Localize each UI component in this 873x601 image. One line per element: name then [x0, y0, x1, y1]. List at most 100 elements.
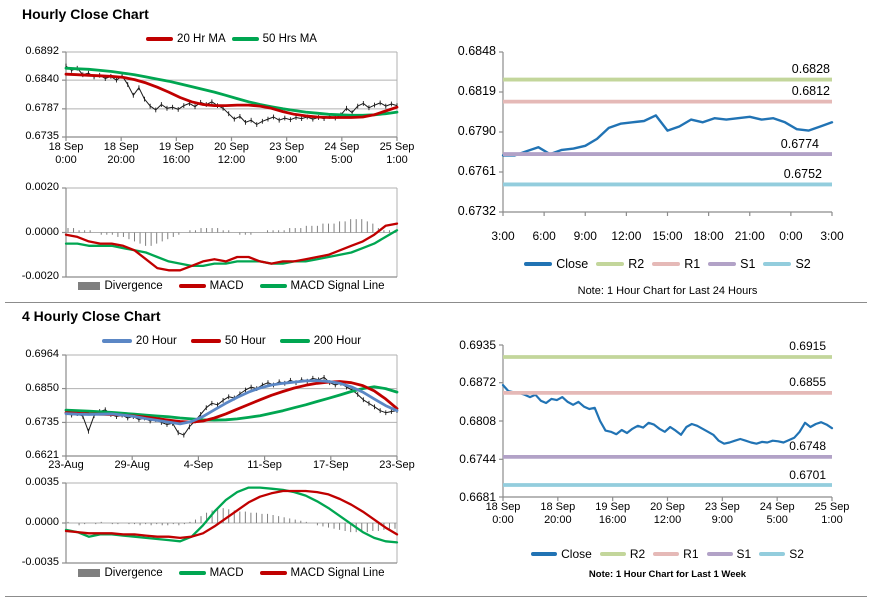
hourly_macd-legend-item-macd-signal-line: MACD Signal Line [259, 280, 385, 292]
legend-label: S2 [795, 257, 811, 271]
hourly_pivot-legend: Close R2 R1 S1 S2 [491, 257, 844, 271]
hourly_pivot-x-tick-label: 3:00 [491, 229, 515, 243]
four_price-legend-item-50-hour: 50 Hour [190, 335, 266, 347]
legend-label: Close [556, 257, 589, 271]
legend-label: 50 Hrs MA [262, 33, 317, 45]
legend-label: MACD Signal Line [290, 280, 385, 292]
legend-label: Divergence [104, 567, 163, 579]
line-swatch-icon [146, 37, 174, 41]
weekly_pivot-x-tick-label: 24 Sep 5:00 [759, 501, 795, 526]
section-divider [5, 302, 867, 303]
hourly_pivot-legend-item-r1: R1 [652, 257, 700, 271]
line-swatch-icon [708, 262, 737, 266]
hourly_pivot-level-label-s1: 0.6774 [780, 136, 819, 151]
four_price-y-tick-label: 0.6964 [25, 348, 59, 361]
line-swatch-icon [599, 552, 626, 556]
four_macd-y-tick-label: 0.0035 [25, 476, 59, 489]
legend-label: 20 Hr MA [177, 33, 226, 45]
hourly_price-legend-item-20-hr-ma: 20 Hr MA [146, 33, 226, 45]
hourly_pivot-y-tick-label: 0.6848 [457, 44, 496, 59]
line-swatch-icon [178, 284, 206, 288]
four_price-x-tick-label: 4-Sep [183, 459, 214, 471]
hourly_macd-legend-item-macd: MACD [178, 280, 244, 292]
hourly_pivot-x-tick-label: 15:00 [652, 229, 683, 243]
page-bottom-divider [5, 596, 867, 597]
four_macd-series-macd [64, 486, 399, 544]
hourly_pivot-y-tick-label: 0.6790 [457, 124, 496, 139]
four_macd-legend-item-macd: MACD [178, 567, 244, 579]
weekly_pivot-legend-item-r2: R2 [599, 547, 646, 561]
weekly_pivot-level-label-r2: 0.6915 [789, 339, 826, 354]
hourly_pivot-x-tick-label: 0:00 [779, 229, 803, 243]
hourly_pivot-y-tick-label: 0.6819 [457, 84, 496, 99]
hourly_price-x-tick-label: 19 Sep 16:00 [158, 141, 194, 166]
weekly_pivot-note: Note: 1 Hour Chart for Last 1 Week [588, 569, 747, 580]
four_price-legend: 20 Hour 50 Hour 200 Hour [54, 335, 409, 347]
line-swatch-icon [259, 571, 287, 575]
hourly_price-x-tick-label: 25 Sep 1:00 [379, 141, 415, 166]
hourly_macd-series-macd [64, 222, 399, 272]
four_price-x-tick-label: 17-Sep [313, 459, 349, 471]
hourly_pivot-x-tick-label: 18:00 [693, 229, 724, 243]
line-swatch-icon [706, 552, 733, 556]
legend-label: MACD [209, 567, 244, 579]
legend-label: Divergence [104, 280, 163, 292]
weekly_pivot-y-tick-label: 0.6744 [459, 451, 496, 466]
weekly_pivot-x-tick-label: 18 Sep 0:00 [485, 501, 521, 526]
hourly_price-x-tick-label: 18 Sep 20:00 [103, 141, 139, 166]
weekly_pivot-x-tick-label: 20 Sep 12:00 [650, 501, 685, 526]
line-swatch-icon [101, 339, 132, 343]
four_price-x-tick-label: 29-Aug [114, 459, 150, 471]
weekly_pivot-legend: Close R2 R1 S1 S2 [491, 547, 844, 561]
line-swatch-icon [763, 262, 792, 266]
hourly_price-y-tick-label: 0.6892 [25, 45, 59, 58]
four_macd-legend-item-macd-signal-line: MACD Signal Line [259, 567, 385, 579]
hourly_macd-legend-item-divergence: Divergence [78, 280, 163, 292]
four_macd-legend-item-divergence: Divergence [78, 567, 163, 579]
line-swatch-icon [596, 262, 625, 266]
weekly_pivot-x-tick-label: 18 Sep 20:00 [540, 501, 576, 526]
hourly_price-y-tick-label: 0.6840 [25, 73, 59, 86]
hourly_price-x-tick-label: 20 Sep 12:00 [214, 141, 249, 166]
hourly_pivot-x-tick-label: 9:00 [573, 229, 597, 243]
four_macd-legend: Divergence MACD MACD Signal Line [54, 567, 409, 579]
hourly_pivot-note: Note: 1 Hour Chart for Last 24 Hours [577, 285, 758, 297]
hourly_price-y-tick-label: 0.6735 [25, 130, 59, 143]
divergence-bar-swatch-icon [78, 282, 101, 290]
hourly_price-x-tick-label: 24 Sep 5:00 [324, 141, 360, 166]
legend-label: R2 [629, 547, 646, 561]
hourly_macd-series-macd-signal-line [64, 229, 399, 268]
hourly_pivot-legend-item-s2: S2 [763, 257, 811, 271]
four_price-y-tick-label: 0.6621 [25, 449, 59, 462]
four_price-legend-item-200-hour: 200 Hour [279, 335, 361, 347]
weekly_pivot-legend-item-s1: S1 [706, 547, 752, 561]
weekly_pivot-legend-item-s2: S2 [759, 547, 804, 561]
legend-label: R1 [684, 257, 701, 271]
hourly_price-series-50-hrs-ma [64, 66, 399, 117]
line-swatch-icon [759, 552, 786, 556]
line-swatch-icon [190, 339, 221, 343]
hourly_price-legend: 20 Hr MA 50 Hrs MA [54, 33, 409, 45]
legend-label: Close [561, 547, 592, 561]
weekly_pivot-x-tick-label: 19 Sep 16:00 [595, 501, 631, 526]
four_macd-series-macd-signal-line [64, 489, 399, 540]
line-swatch-icon [524, 262, 553, 266]
four-hourly-section-title: 4 Hourly Close Chart [22, 308, 161, 324]
four_price-x-tick-label: 23-Sep [379, 459, 415, 471]
hourly_macd-y-tick-label: 0.0000 [25, 225, 59, 238]
hourly_price-series-20-hr-ma [64, 72, 399, 119]
weekly_pivot-x-tick-label: 25 Sep 1:00 [814, 501, 850, 526]
hourly_pivot-x-tick-label: 12:00 [611, 229, 642, 243]
hourly_macd-y-tick-label: 0.0020 [25, 181, 59, 194]
legend-label: S1 [736, 547, 752, 561]
hourly_pivot-x-tick-label: 3:00 [820, 229, 844, 243]
weekly_pivot-level-label-r1: 0.6855 [789, 375, 826, 390]
hourly_price-x-tick-label: 23 Sep 9:00 [269, 141, 305, 166]
weekly_pivot-legend-item-r1: R1 [653, 547, 699, 561]
legend-label: R2 [628, 257, 645, 271]
hourly-section-title: Hourly Close Chart [22, 6, 149, 22]
line-swatch-icon [279, 339, 310, 343]
weekly_pivot-legend-item-close: Close [531, 547, 592, 561]
